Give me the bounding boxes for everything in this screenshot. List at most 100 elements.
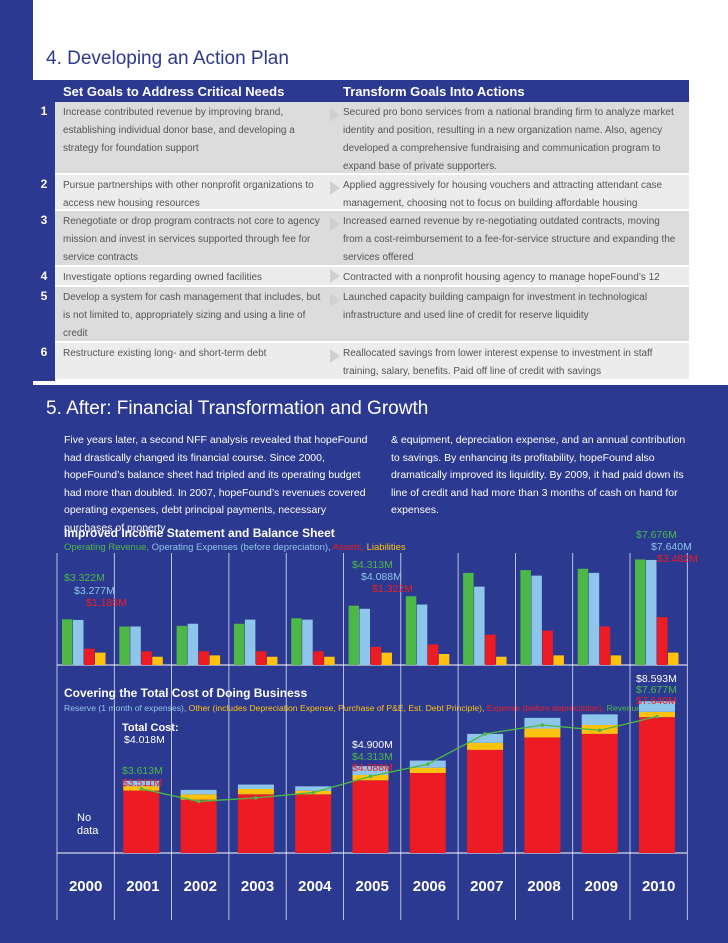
revenue-point xyxy=(311,790,316,795)
x-tick-label: 2001 xyxy=(126,878,159,895)
bar-operating-revenue xyxy=(635,559,646,665)
bar-other xyxy=(237,789,274,795)
bar-operating-revenue xyxy=(520,570,531,665)
bar-operating-expenses xyxy=(187,623,199,665)
bar-operating-expenses xyxy=(588,572,600,665)
goal-text: Renegotiate or drop program contracts no… xyxy=(63,216,320,263)
chart1-title: Improved Income Statement and Balance Sh… xyxy=(64,526,335,540)
bar-reserve xyxy=(352,766,389,775)
bar-operating-revenue xyxy=(577,568,589,665)
no-data-label: No xyxy=(77,812,91,824)
intro-paragraph-right: & equipment, depreciation expense, and a… xyxy=(391,434,686,516)
bar-liabilities xyxy=(324,656,335,665)
total-cost-label: Total Cost: xyxy=(122,722,179,734)
bar-operating-expenses xyxy=(359,608,370,665)
bar-expense xyxy=(639,717,675,853)
data-label: $4.313M xyxy=(352,751,393,763)
row-number: 6 xyxy=(33,343,55,381)
goal-text: Increase contributed revenue by improvin… xyxy=(63,107,295,154)
bar-operating-revenue xyxy=(119,626,130,665)
goal-text: Restructure existing long- and short-ter… xyxy=(63,348,267,359)
bar-operating-expenses xyxy=(130,626,141,665)
bar-expense xyxy=(581,733,618,853)
bar-operating-revenue xyxy=(291,618,302,665)
bar-expense xyxy=(409,773,446,853)
x-tick-label: 2006 xyxy=(413,878,446,895)
x-tick-label: 2010 xyxy=(642,878,675,895)
bar-assets xyxy=(427,644,439,665)
table-header: Set Goals to Address Critical Needs Tran… xyxy=(33,80,689,102)
row-number: 3 xyxy=(33,211,55,267)
legend-liabilities: Liabilities xyxy=(366,542,406,553)
data-label: $7.676M xyxy=(636,529,677,541)
row-number: 1 xyxy=(33,102,55,175)
bar-liabilities xyxy=(381,652,392,665)
bar-assets xyxy=(599,626,611,665)
action-text: Increased earned revenue by re-negotiati… xyxy=(343,216,676,263)
legend-operating-expenses: Operating Expenses (before depreciation)… xyxy=(151,542,331,553)
bar-assets xyxy=(657,617,668,665)
bar-operating-expenses xyxy=(416,604,428,665)
data-label: $1.322M xyxy=(372,583,413,595)
x-tick-label: 2000 xyxy=(69,878,102,895)
bar-operating-revenue xyxy=(233,623,245,665)
data-label: $7.640M xyxy=(651,541,692,553)
chart2-legend: Reserve (1 month of expenses), Other (in… xyxy=(64,703,641,713)
bar-reserve xyxy=(467,733,504,743)
financial-transformation-section: 5. After: Financial Transformation and G… xyxy=(0,385,728,943)
bar-liabilities xyxy=(152,656,163,665)
bar-other xyxy=(467,742,504,750)
x-tick-label: 2003 xyxy=(241,878,274,895)
bar-expense xyxy=(352,780,389,853)
bar-assets xyxy=(255,651,267,665)
bar-expense xyxy=(467,749,504,853)
goal-text: Develop a system for cash management tha… xyxy=(63,292,321,339)
x-tick-label: 2002 xyxy=(184,878,217,895)
bar-operating-expenses xyxy=(531,575,542,665)
bar-operating-expenses xyxy=(244,619,256,665)
bar-operating-revenue xyxy=(463,572,474,665)
arrow-right-icon xyxy=(330,217,340,231)
legend-reserve: Reserve (1 month of expenses), xyxy=(64,703,187,713)
bar-expense xyxy=(237,794,274,853)
legend-expense: Expense (before depreciation), xyxy=(486,703,605,713)
data-label: $3.322M xyxy=(64,572,105,584)
revenue-point xyxy=(426,762,430,766)
revenue-line xyxy=(141,715,658,803)
bar-other xyxy=(524,728,561,738)
action-text: Applied aggressively for housing voucher… xyxy=(343,180,663,209)
chart2-title: Covering the Total Cost of Doing Busines… xyxy=(64,686,308,700)
bar-liabilities xyxy=(209,655,221,665)
revenue-point xyxy=(196,799,201,804)
section5-title: 5. After: Financial Transformation and G… xyxy=(46,398,429,419)
bar-operating-revenue xyxy=(176,625,188,665)
action-text: Reallocated savings from lower interest … xyxy=(343,348,653,377)
table-row: 3 Renegotiate or drop program contracts … xyxy=(33,211,689,267)
bar-liabilities xyxy=(266,656,278,665)
legend-revenue: Revenue xyxy=(606,703,642,713)
arrow-right-icon xyxy=(330,269,340,283)
bar-operating-revenue xyxy=(62,619,73,665)
legend-other: Other (includes Depreciation Expense, Pu… xyxy=(188,703,485,713)
bar-other xyxy=(180,794,217,800)
bar-liabilities xyxy=(553,655,564,665)
data-label: $3.277M xyxy=(74,585,115,597)
data-label: $1.188M xyxy=(86,597,127,609)
revenue-point xyxy=(483,732,487,736)
bar-other xyxy=(409,767,446,773)
row-number: 5 xyxy=(33,287,55,343)
data-label: $4.018M xyxy=(124,734,165,746)
data-label: $3.511M xyxy=(122,777,162,789)
x-tick-label: 2007 xyxy=(470,878,503,895)
data-label: $7.640M xyxy=(636,695,677,707)
revenue-point xyxy=(254,796,258,800)
bar-reserve xyxy=(295,786,332,791)
col2-header: Transform Goals Into Actions xyxy=(343,84,525,99)
bar-operating-expenses xyxy=(474,586,485,665)
bar-reserve xyxy=(123,780,160,787)
bar-reserve xyxy=(639,701,675,712)
x-tick-label: 2005 xyxy=(355,878,388,895)
bar-expense xyxy=(524,737,561,853)
bar-liabilities xyxy=(610,655,622,665)
